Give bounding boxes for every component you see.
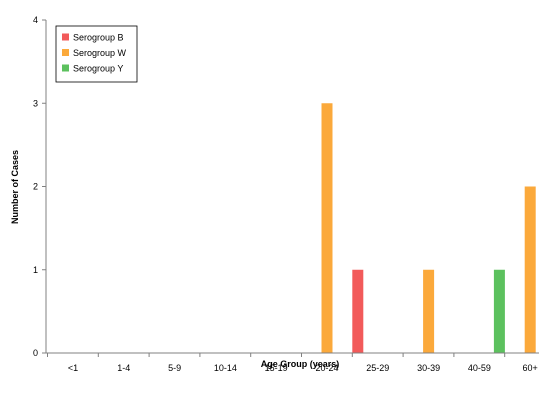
bar [524, 186, 536, 353]
x-tick-label: 60+ [523, 363, 538, 373]
legend-box [55, 25, 138, 83]
x-tick-label: 1-4 [117, 363, 130, 373]
x-tick-label: 10-14 [214, 363, 237, 373]
legend-swatch [62, 64, 69, 72]
bars-layer [321, 103, 536, 353]
legend-label: Serogroup B [73, 33, 124, 43]
y-tick-label: 3 [33, 98, 38, 108]
legend-label: Serogroup Y [73, 64, 123, 74]
legend: Serogroup B Serogroup W Serogroup Y [55, 25, 138, 83]
x-tick-label: 30-39 [417, 363, 440, 373]
bar [423, 269, 435, 353]
y-tick-label: 1 [33, 265, 38, 275]
x-axis-title: Age Group (years) [261, 359, 340, 369]
x-tick-label: 25-29 [366, 363, 389, 373]
x-tick-label: <1 [68, 363, 78, 373]
y-tick-label: 4 [33, 15, 38, 25]
y-axis-ticks: 0 1 2 3 4 [33, 15, 46, 358]
y-tick-label: 0 [33, 348, 38, 358]
x-tick-label: 40-59 [468, 363, 491, 373]
bar [493, 269, 505, 353]
bar [321, 103, 333, 353]
bar [352, 269, 364, 353]
y-axis-title: Number of Cases [10, 150, 20, 224]
legend-label: Serogroup W [73, 48, 127, 58]
x-tick-label: 15-19 [265, 363, 288, 373]
x-tick-label: 5-9 [168, 363, 181, 373]
y-tick-label: 2 [33, 182, 38, 192]
x-axis-ticks: <1 1-4 5-9 10-14 15-19 20-24 25-29 30-39 40-59 60… [47, 353, 538, 373]
x-tick-label: 20-24 [315, 363, 338, 373]
legend-swatch [62, 33, 69, 41]
legend-swatch [62, 49, 69, 56]
